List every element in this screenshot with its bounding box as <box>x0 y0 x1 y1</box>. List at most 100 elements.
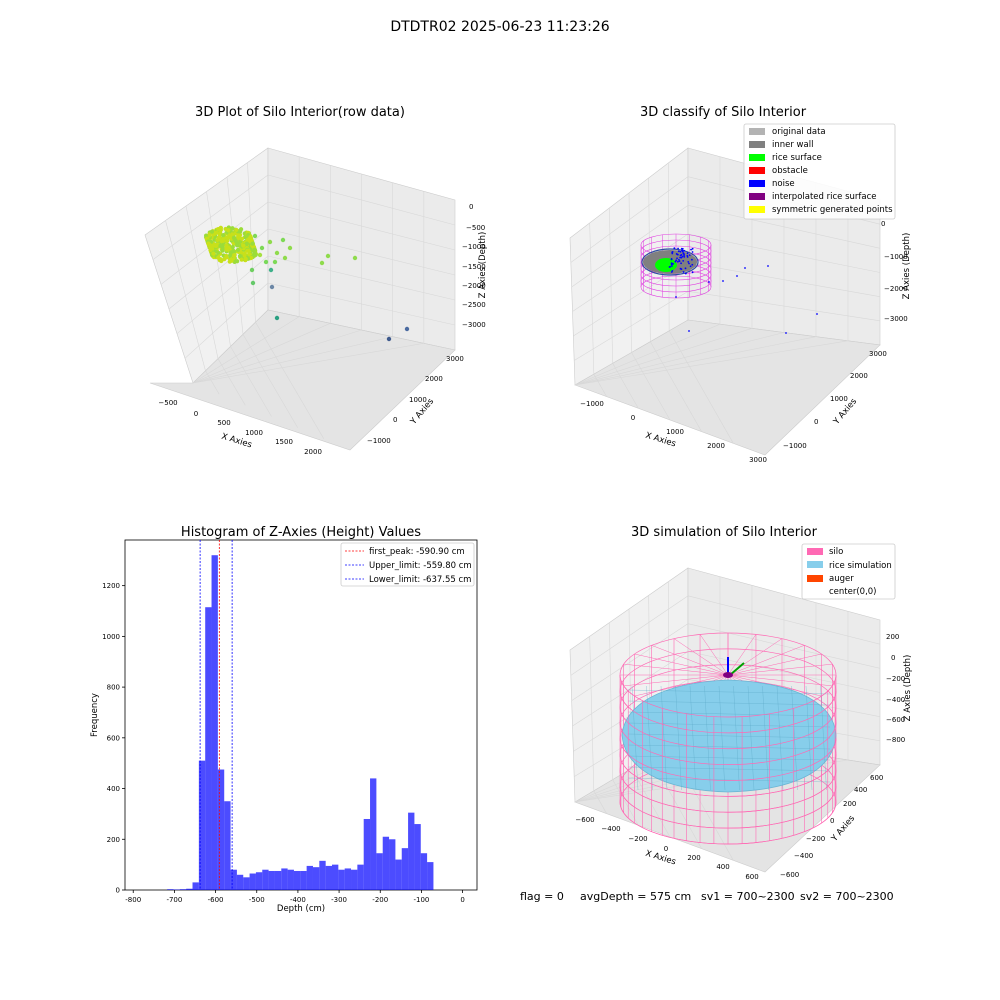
histogram-bar <box>243 877 250 890</box>
grid-line <box>230 346 272 417</box>
raw-point <box>224 239 230 244</box>
histogram-bar <box>230 869 237 890</box>
raw-point <box>224 247 229 252</box>
noise-point <box>744 267 746 269</box>
noise-point <box>673 247 676 250</box>
silo-roof-line <box>673 638 729 676</box>
raw-point <box>237 253 243 259</box>
histogram-bar <box>255 872 263 890</box>
x-tick: 1000 <box>666 428 684 436</box>
raw-point <box>252 247 257 252</box>
histogram-bar <box>224 801 231 890</box>
classified-points <box>640 233 818 334</box>
z-tick-labels: 200 0 −200 −400 −600 −800 <box>886 633 905 744</box>
silo-front-arc <box>619 738 837 781</box>
noise-point <box>671 252 674 255</box>
legend-label: obstacle <box>772 166 808 176</box>
y-tick-labels: −600 −400 −200 0 200 400 600 <box>780 774 883 879</box>
z-tick: 0 <box>881 220 885 228</box>
raw-point <box>239 236 245 241</box>
noise-point <box>668 266 671 268</box>
silo-wireframe <box>619 632 837 845</box>
histogram-bar <box>376 853 383 890</box>
z-tick: −1500 <box>462 263 486 271</box>
rice-mesh-line <box>627 711 831 717</box>
raw-point <box>226 228 231 233</box>
y-ticks: 0 200 400 600 800 1000 1200 <box>102 582 125 895</box>
x-axis-label: Depth (cm) <box>277 904 325 914</box>
legend-label: rice simulation <box>829 561 892 571</box>
x-tick: 2000 <box>304 448 322 456</box>
grid-line <box>574 336 817 386</box>
raw-point <box>247 252 252 257</box>
z-tick: −200 <box>886 675 905 683</box>
x-tick: 3000 <box>749 456 767 464</box>
noise-point <box>670 258 673 261</box>
grid-line <box>574 291 689 361</box>
noise-point <box>679 267 682 270</box>
grid-line <box>612 363 639 409</box>
raw-point <box>231 248 236 253</box>
z-tick: 200 <box>886 633 899 641</box>
grid-line <box>631 768 671 838</box>
silo-front-arc <box>619 706 837 750</box>
histogram-bar <box>325 865 333 890</box>
y-tick: 3000 <box>869 350 887 358</box>
raw-point <box>230 244 235 250</box>
y-tick: 400 <box>854 786 867 794</box>
silo-front-arc <box>619 690 837 734</box>
legend-swatch-noise <box>749 180 765 187</box>
z-tick: −2000 <box>884 285 908 293</box>
plot-area <box>124 539 478 891</box>
noise-point <box>690 258 693 261</box>
noise-point <box>684 272 687 275</box>
silo-front-arc <box>619 722 837 765</box>
rice-mesh-line <box>627 744 831 750</box>
noise-point <box>691 247 694 250</box>
noise-point <box>683 253 685 255</box>
histogram-bar <box>382 836 390 890</box>
rice-mesh-line <box>689 685 697 791</box>
legend-label: original data <box>772 127 826 137</box>
y-tick-label: 0 <box>116 887 120 895</box>
raw-point <box>221 233 226 238</box>
raw-point <box>232 236 237 242</box>
grid-line <box>255 322 325 439</box>
grid-line <box>192 336 393 384</box>
raw-point <box>274 315 280 321</box>
histogram-bar <box>414 824 421 890</box>
raw-point <box>218 225 223 231</box>
noise-point <box>688 254 691 257</box>
panel-simulation-3d: 3D simulation of Silo Interior −600 −400… <box>569 525 913 881</box>
y-tick: 2000 <box>425 375 443 383</box>
raw-point <box>352 255 358 261</box>
y-tick-label: 600 <box>107 734 120 742</box>
histogram-bar <box>319 860 326 890</box>
raw-point <box>272 259 278 265</box>
raw-point <box>274 250 280 256</box>
noise-point <box>670 271 673 273</box>
noise-point <box>681 248 684 250</box>
silo-roof-line <box>727 634 757 676</box>
rice-mesh-line <box>733 685 740 791</box>
legend-label: first_peak: -590.90 cm <box>369 547 465 557</box>
noise-point <box>683 255 686 258</box>
rice-mesh-line <box>627 777 831 783</box>
noise-point <box>679 254 682 257</box>
legend-label: silo <box>829 547 843 557</box>
noise-point <box>677 258 680 261</box>
auger-marker <box>723 657 745 678</box>
y-tick: 2000 <box>850 372 868 380</box>
noise-point <box>682 259 685 262</box>
z-tick: −1000 <box>462 243 486 251</box>
grid-line <box>631 352 671 421</box>
silo-roof-line <box>727 674 833 687</box>
histogram-bar <box>427 862 434 890</box>
raw-point <box>217 258 222 263</box>
legend-label: Lower_limit: -637.55 cm <box>369 575 471 585</box>
noise-point <box>684 267 687 270</box>
legend-label: symmetric generated points <box>772 205 893 215</box>
panel-simulation-title: 3D simulation of Silo Interior <box>631 525 818 540</box>
legend-label: interpolated rice surface <box>772 192 877 202</box>
